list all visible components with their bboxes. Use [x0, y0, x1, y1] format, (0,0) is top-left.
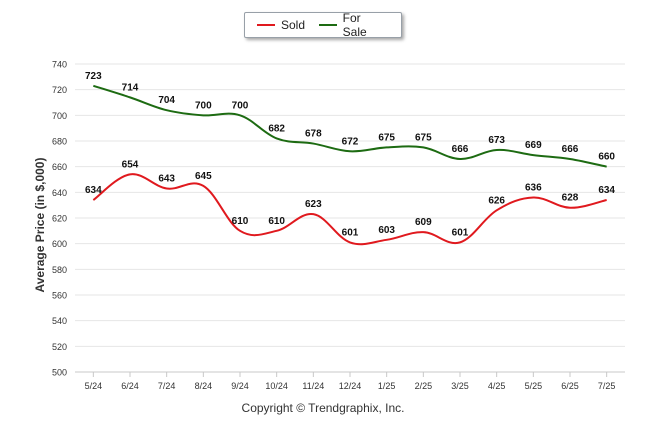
data-label-sold-2: 643 — [158, 173, 175, 184]
x-tick-label-2: 7/24 — [158, 381, 176, 391]
for-sale-swatch — [319, 24, 337, 26]
y-tick-label-600: 600 — [52, 239, 67, 249]
y-tick-label-700: 700 — [52, 111, 67, 121]
x-axis: 5/24 6/24 7/24 8/24 9/24 10/24 11/24 12/24 1/25 2… — [75, 371, 625, 391]
data-label-for-sale-13: 666 — [562, 144, 579, 155]
y-tick-label-540: 540 — [52, 316, 67, 326]
series-line-for-sale — [93, 84, 607, 168]
x-tick-label-6: 11/24 — [302, 381, 324, 391]
series-line-sold — [92, 173, 607, 246]
x-tick-label-5: 10/24 — [265, 381, 288, 391]
data-label-sold-10: 601 — [452, 227, 469, 238]
data-label-sold-13: 628 — [562, 193, 579, 204]
data-label-sold-7: 601 — [342, 227, 359, 238]
data-label-sold-12: 636 — [525, 182, 542, 193]
data-label-sold-4: 610 — [232, 216, 249, 227]
data-label-for-sale-4: 700 — [232, 100, 249, 111]
data-label-for-sale-11: 673 — [488, 135, 505, 146]
x-tick-label-3: 8/24 — [195, 381, 213, 391]
data-label-for-sale-3: 700 — [195, 100, 212, 111]
y-axis: 500 520 540 560 580 600 620 640 660 680 700 720 740 — [52, 60, 67, 378]
x-tick-label-8: 1/25 — [378, 381, 396, 391]
x-tick-label-0: 5/24 — [85, 381, 103, 391]
x-tick-label-12: 5/25 — [525, 381, 543, 391]
sold-swatch — [257, 24, 275, 26]
data-label-for-sale-0: 723 — [85, 71, 102, 82]
data-label-sold-0: 634 — [85, 185, 102, 196]
grid-lines — [75, 63, 625, 373]
copyright-text: Copyright © Trendgraphix, Inc. — [241, 401, 405, 415]
x-tick-label-10: 3/25 — [451, 381, 469, 391]
y-tick-label-740: 740 — [52, 60, 67, 70]
data-label-for-sale-14: 660 — [598, 152, 615, 163]
x-tick-label-1: 6/24 — [121, 381, 139, 391]
data-label-for-sale-8: 675 — [378, 132, 395, 143]
y-tick-label-620: 620 — [52, 214, 67, 224]
data-label-sold-8: 603 — [378, 225, 395, 236]
x-tick-label-9: 2/25 — [415, 381, 433, 391]
y-tick-label-660: 660 — [52, 162, 67, 172]
y-tick-label-580: 580 — [52, 265, 67, 275]
data-label-sold-14: 634 — [598, 185, 615, 196]
data-label-sold-11: 626 — [488, 195, 505, 206]
y-tick-label-680: 680 — [52, 137, 67, 147]
data-label-sold-5: 610 — [268, 216, 285, 227]
x-tick-label-13: 6/25 — [561, 381, 579, 391]
data-label-sold-1: 654 — [122, 159, 139, 170]
data-label-for-sale-12: 669 — [525, 140, 542, 151]
y-tick-label-520: 520 — [52, 342, 67, 352]
y-tick-label-560: 560 — [52, 291, 67, 301]
legend-item-for-sale[interactable]: For Sale — [319, 11, 387, 39]
legend: Sold For Sale — [244, 11, 402, 39]
data-label-for-sale-10: 666 — [452, 144, 469, 155]
data-label-for-sale-7: 672 — [342, 136, 359, 147]
data-label-sold-9: 609 — [415, 217, 432, 228]
legend-label-sold: Sold — [281, 18, 306, 32]
data-label-for-sale-5: 682 — [268, 123, 285, 134]
data-label-for-sale-9: 675 — [415, 132, 432, 143]
data-labels: 634 654 643 645 610 610 623 601 603 609 601 626 636 6… — [85, 71, 615, 239]
data-label-for-sale-2: 704 — [158, 95, 175, 106]
x-tick-label-14: 7/25 — [598, 381, 616, 391]
y-tick-label-720: 720 — [52, 85, 67, 95]
legend-item-sold[interactable]: Sold — [257, 18, 305, 32]
y-tick-label-500: 500 — [52, 368, 67, 378]
data-label-sold-6: 623 — [305, 199, 322, 210]
x-tick-label-4: 9/24 — [231, 381, 249, 391]
x-tick-label-11: 4/25 — [488, 381, 506, 391]
data-label-for-sale-1: 714 — [122, 82, 139, 93]
legend-label-for-sale: For Sale — [342, 11, 367, 39]
y-tick-label-640: 640 — [52, 188, 67, 198]
data-label-for-sale-6: 678 — [305, 129, 322, 140]
y-axis-title: Average Price (in $,000) — [33, 157, 47, 293]
x-tick-label-7: 12/24 — [339, 381, 362, 391]
series-lines — [92, 84, 607, 246]
data-label-sold-3: 645 — [195, 171, 212, 182]
